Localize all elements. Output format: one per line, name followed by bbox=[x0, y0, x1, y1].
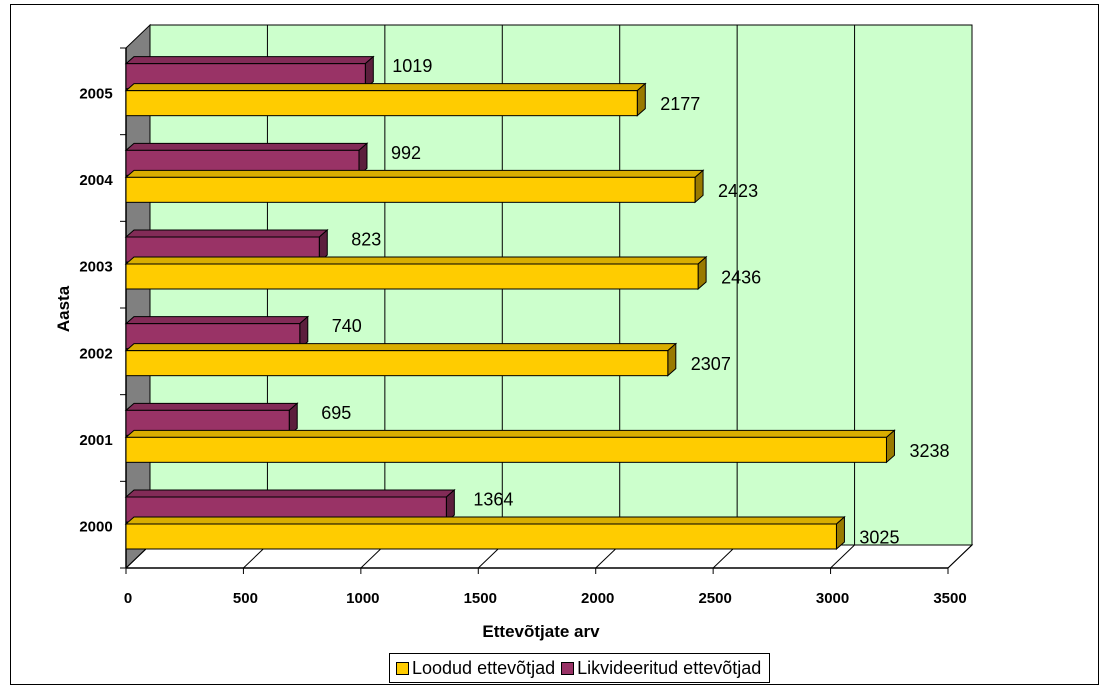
y-tick-label: 2002 bbox=[79, 345, 112, 362]
data-label: 695 bbox=[321, 403, 351, 423]
bar-top bbox=[124, 343, 678, 352]
x-tick-label: 3500 bbox=[933, 590, 966, 607]
y-tick-label: 2005 bbox=[79, 85, 112, 102]
data-label: 2177 bbox=[660, 94, 700, 114]
data-label: 3025 bbox=[859, 528, 899, 548]
bar-top bbox=[124, 516, 846, 525]
data-label: 1364 bbox=[473, 490, 513, 510]
bar-top bbox=[124, 429, 896, 438]
x-tick-label: 3000 bbox=[816, 590, 849, 607]
x-tick-label: 500 bbox=[233, 590, 258, 607]
data-label: 823 bbox=[351, 230, 381, 250]
bar-loodud bbox=[125, 176, 696, 203]
data-label: 2423 bbox=[718, 181, 758, 201]
bar-top bbox=[124, 256, 708, 265]
bar-loodud bbox=[125, 263, 699, 290]
y-tick-label: 2004 bbox=[79, 172, 113, 189]
y-tick-label: 2000 bbox=[79, 519, 112, 536]
y-axis-title: Aasta bbox=[54, 285, 73, 332]
bar-top bbox=[124, 142, 369, 151]
legend: Loodud ettevõtjad Likvideeritud ettevõtj… bbox=[389, 653, 771, 683]
data-label: 2436 bbox=[721, 268, 761, 288]
x-tick-label: 2000 bbox=[581, 590, 614, 607]
data-label: 1019 bbox=[392, 56, 432, 76]
floor-gridline bbox=[947, 544, 973, 569]
bar-loodud bbox=[125, 90, 638, 117]
legend-swatch-likvideeritud bbox=[561, 661, 575, 675]
floor-gridline bbox=[830, 544, 855, 569]
y-tick-label: 2001 bbox=[79, 432, 112, 449]
data-label: 2307 bbox=[691, 354, 731, 374]
bar-top bbox=[124, 83, 647, 92]
bar-loodud bbox=[125, 523, 837, 550]
legend-item-likvideeritud: Likvideeritud ettevõtjad bbox=[561, 658, 761, 679]
x-tick-label: 1500 bbox=[464, 590, 497, 607]
legend-item-loodud: Loodud ettevõtjad bbox=[396, 658, 555, 679]
data-label: 992 bbox=[391, 143, 421, 163]
bar-chart: 0 500 1000 1500 2000 2500 3000 3500 2000 1364 3025… bbox=[54, 23, 974, 641]
bar-top bbox=[124, 56, 375, 65]
bar-top bbox=[124, 169, 705, 178]
bar-loodud bbox=[125, 350, 669, 377]
x-tick-label: 1000 bbox=[346, 590, 379, 607]
bar-top bbox=[124, 402, 299, 411]
y-tick-label: 2003 bbox=[79, 259, 112, 276]
chart-frame: 0 500 1000 1500 2000 2500 3000 3500 2000 1364 3025… bbox=[10, 4, 1099, 685]
bar-top bbox=[124, 316, 310, 325]
data-label: 740 bbox=[332, 316, 362, 336]
legend-swatch-loodud bbox=[396, 661, 409, 675]
data-label: 3238 bbox=[909, 441, 949, 461]
legend-label-likvideeritud: Likvideeritud ettevõtjad bbox=[577, 657, 762, 678]
bar-loodud bbox=[125, 436, 887, 463]
bar-top bbox=[124, 489, 456, 498]
legend-label-loodud: Loodud ettevõtjad bbox=[412, 657, 556, 678]
x-tick-label: 0 bbox=[124, 590, 132, 607]
x-tick-label: 2500 bbox=[698, 590, 731, 607]
x-axis-title: Ettevõtjate arv bbox=[482, 622, 600, 641]
bar-top bbox=[124, 229, 329, 238]
